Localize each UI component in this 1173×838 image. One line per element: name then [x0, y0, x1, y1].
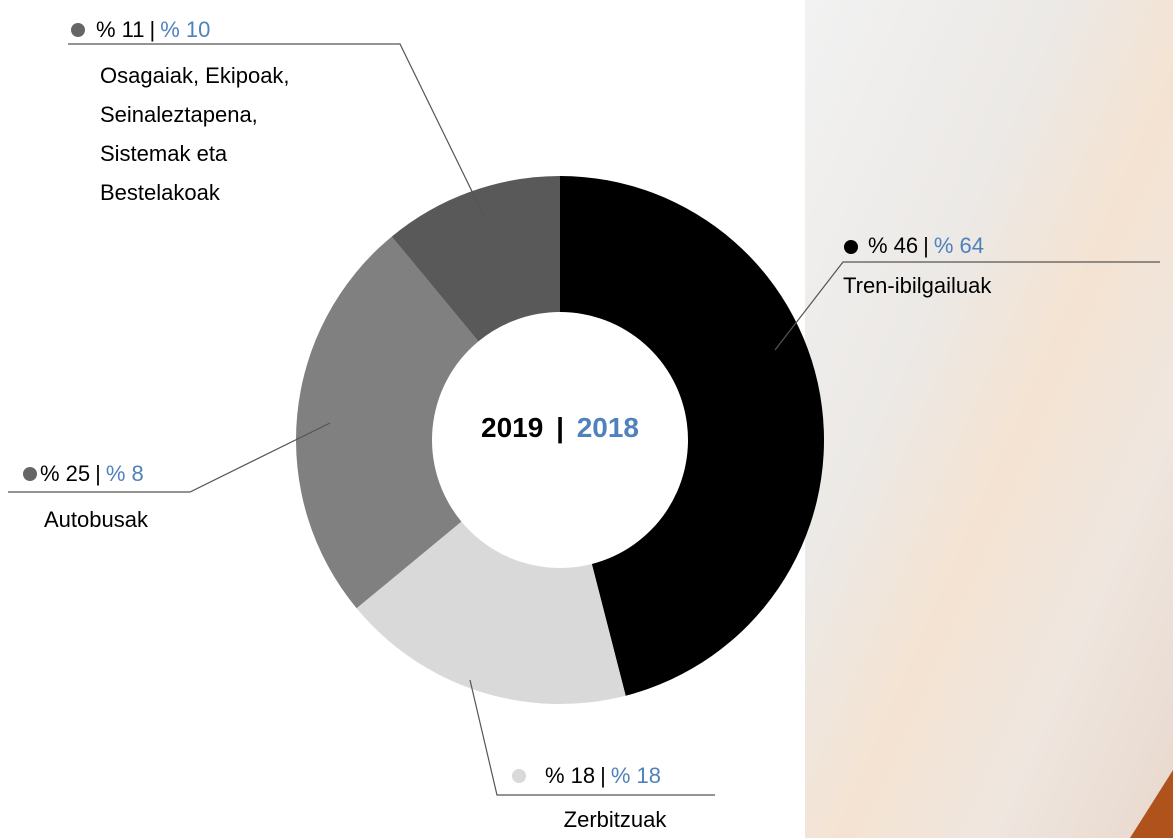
value-label: % 18 [545, 763, 596, 788]
category-label: Tren-ibilgailuak [843, 273, 992, 298]
donut-wedge [356, 521, 626, 704]
value-label: % 8 [105, 461, 144, 486]
category-label: Osagaiak, Ekipoak, Seinaleztapena, Siste… [100, 63, 290, 205]
value-label: % 10 [160, 17, 211, 42]
donut-wedge [560, 176, 825, 696]
series-name: 2019 [481, 412, 544, 443]
value-label: % 46 [868, 233, 919, 258]
legend-dot [71, 23, 85, 37]
value-label: % 11 [96, 17, 145, 42]
separator: | [600, 763, 606, 788]
category-label: Autobusak [44, 507, 148, 532]
value-label: % 25 [40, 461, 91, 486]
legend-dot [844, 240, 858, 254]
leader-line [774, 261, 1160, 351]
separator: | [149, 17, 156, 42]
leader-line [8, 422, 331, 493]
value-label: % 64 [933, 233, 985, 258]
separator: | [556, 412, 564, 443]
leader-line [469, 679, 715, 796]
legend-dot [23, 467, 37, 481]
legend-dot [512, 769, 526, 783]
value-label: % 18 [610, 763, 662, 788]
donut-wedge [295, 236, 479, 609]
separator: | [923, 233, 929, 258]
percent-label: % 11 |% 10 [96, 10, 210, 49]
background-photo [805, 0, 1173, 838]
separator: | [95, 461, 101, 486]
series-name: 2018 [576, 412, 639, 443]
percent-label: % 25 |% 8 [40, 454, 144, 493]
category-label: Zerbitzuak [563, 807, 667, 832]
donut-wedge [391, 176, 560, 342]
background-accent [1130, 770, 1173, 838]
percent-label: % 46 |% 64 [868, 226, 984, 265]
center-label: 2019 | 2018 [432, 412, 688, 444]
leader-line [68, 43, 486, 219]
percent-label: % 18 |% 18 [545, 756, 661, 795]
